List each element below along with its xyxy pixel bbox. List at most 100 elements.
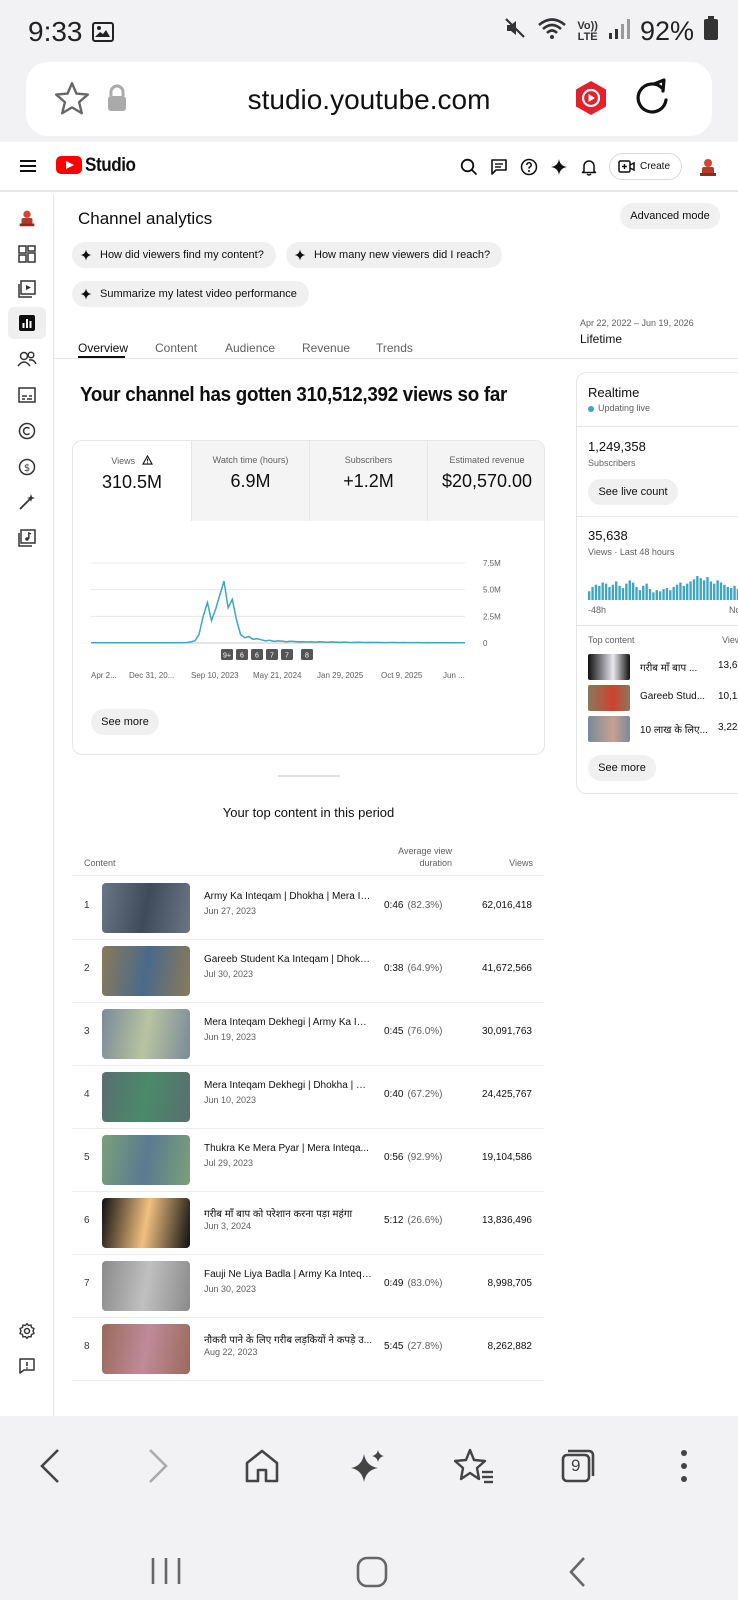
- table-row[interactable]: 2 Gareeb Student Ka Inteqam | Dhokh... Jul…: [72, 940, 544, 1003]
- video-title[interactable]: Army Ka Inteqam | Dhokha | Mera In...: [204, 891, 372, 902]
- date-range-selector[interactable]: Apr 22, 2022 – Jun 19, 2026 Lifetime: [580, 318, 738, 352]
- chip-new-viewers[interactable]: How many new viewers did I reach?: [286, 242, 503, 268]
- avg-view-duration: 0:49 (83.0%): [384, 1278, 442, 1289]
- avg-view-duration: 0:46 (82.3%): [384, 900, 442, 911]
- video-title[interactable]: Gareeb Student Ka Inteqam | Dhokh...: [204, 954, 372, 965]
- system-nav-bar: [0, 1516, 738, 1600]
- table-row[interactable]: 1 Army Ka Inteqam | Dhokha | Mera In... Ju…: [72, 877, 544, 940]
- feedback-icon[interactable]: [15, 1354, 39, 1378]
- help-icon[interactable]: [520, 158, 538, 181]
- youtube-logo-icon[interactable]: [56, 156, 82, 179]
- video-title[interactable]: Thukra Ke Mera Pyar | Mera Inteqa...: [204, 1143, 369, 1154]
- video-thumbnail[interactable]: [102, 1198, 190, 1248]
- copyright-icon[interactable]: [15, 419, 39, 443]
- analytics-icon[interactable]: [8, 307, 46, 339]
- metric-tabs-bg: [191, 441, 544, 521]
- video-thumbnail[interactable]: [102, 946, 190, 996]
- menu-icon[interactable]: [20, 159, 36, 178]
- video-thumbnail[interactable]: [102, 1324, 190, 1374]
- duration-value: 0:46: [384, 900, 404, 911]
- more-menu-icon[interactable]: [662, 1444, 706, 1488]
- realtime-top-content-item[interactable]: गरीब माँ बाप ... 13,67: [588, 654, 738, 680]
- sparkle-icon[interactable]: [550, 158, 568, 181]
- reload-icon[interactable]: [632, 76, 672, 125]
- realtime-bar: [665, 588, 669, 600]
- recent-apps-icon[interactable]: [150, 1556, 182, 1591]
- chip-viewers-find[interactable]: How did viewers find my content?: [72, 242, 276, 268]
- account-avatar[interactable]: [696, 155, 720, 179]
- bookmarks-icon[interactable]: [452, 1444, 496, 1488]
- see-live-count-button[interactable]: See live count: [588, 479, 678, 505]
- realtime-top-content-item[interactable]: Gareeb Stud... 10,10: [588, 685, 738, 711]
- search-icon[interactable]: [460, 158, 478, 181]
- video-title[interactable]: नौकरी पाने के लिए गरीब लड़कियों ने कपड़े…: [204, 1335, 372, 1346]
- duration-percent: (83.0%): [407, 1278, 443, 1289]
- home-button-icon[interactable]: [356, 1556, 388, 1593]
- home-icon[interactable]: [240, 1444, 284, 1488]
- customization-icon[interactable]: [15, 490, 39, 514]
- tab-count: 9: [571, 1456, 581, 1475]
- duration-value: 0:38: [384, 963, 404, 974]
- browser-url-bar[interactable]: studio.youtube.com: [26, 62, 712, 136]
- dashboard-icon[interactable]: [15, 242, 39, 266]
- video-thumbnail[interactable]: [102, 1072, 190, 1122]
- metric-subscribers[interactable]: Subscribers +1.2M: [309, 441, 427, 521]
- browser-toolbar: 9: [0, 1416, 738, 1516]
- metric-watch-time[interactable]: Watch time (hours) 6.9M: [191, 441, 309, 521]
- subtitles-icon[interactable]: [15, 383, 39, 407]
- community-icon[interactable]: [15, 347, 39, 371]
- tab-audience[interactable]: Audience: [225, 341, 276, 355]
- realtime-top-content-item[interactable]: 10 लाख के लिए... 3,22: [588, 716, 738, 742]
- duration-value: 5:12: [384, 1215, 404, 1226]
- advanced-mode-button[interactable]: Advanced mode: [620, 203, 720, 229]
- table-row[interactable]: 6 गरीब माँ बाप को परेशान करना पड़ा महंगा J…: [72, 1192, 544, 1255]
- back-icon[interactable]: [28, 1444, 72, 1488]
- video-thumbnail[interactable]: [102, 1135, 190, 1185]
- chip-summarize[interactable]: Summarize my latest video performance: [72, 281, 309, 307]
- notifications-bell-icon[interactable]: [580, 158, 598, 181]
- youtube-studio-app-icon[interactable]: [574, 80, 608, 121]
- realtime-subs-label: Subscribers: [588, 458, 636, 468]
- bookmark-star-icon[interactable]: [52, 80, 92, 123]
- video-title[interactable]: Mera Inteqam Dekhegi | Dhokha | Pr...: [204, 1080, 372, 1091]
- video-title[interactable]: गरीब माँ बाप को परेशान करना पड़ा महंगा: [204, 1209, 353, 1220]
- tabs-icon[interactable]: 9: [556, 1444, 600, 1488]
- video-thumbnail[interactable]: [102, 1009, 190, 1059]
- settings-icon[interactable]: [15, 1319, 39, 1343]
- table-row[interactable]: 7 Fauji Ne Liya Badla | Army Ka Inteqa...…: [72, 1255, 544, 1318]
- audio-library-icon[interactable]: [15, 526, 39, 550]
- comments-icon[interactable]: [490, 158, 508, 181]
- create-button[interactable]: Create: [609, 153, 682, 180]
- video-thumbnail[interactable]: [102, 1261, 190, 1311]
- content-icon[interactable]: [15, 277, 39, 301]
- metric-revenue[interactable]: Estimated revenue $20,570.00: [427, 441, 544, 521]
- studio-logo-text[interactable]: Studio: [85, 155, 136, 176]
- duration-value: 0:49: [384, 1278, 404, 1289]
- forward-icon[interactable]: [136, 1444, 180, 1488]
- earn-icon[interactable]: $: [15, 455, 39, 479]
- see-more-button[interactable]: See more: [91, 709, 159, 735]
- video-title[interactable]: Fauji Ne Liya Badla | Army Ka Inteqa...: [204, 1269, 372, 1280]
- duration-value: 0:56: [384, 1152, 404, 1163]
- see-more-realtime-button[interactable]: See more: [588, 755, 656, 781]
- realtime-views-value: 35,638: [588, 528, 628, 543]
- table-row[interactable]: 3 Mera Inteqam Dekhegi | Army Ka Int... Ju…: [72, 1003, 544, 1066]
- table-row[interactable]: 8 नौकरी पाने के लिए गरीब लड़कियों ने कपड़…: [72, 1318, 544, 1381]
- realtime-thumbnail: [588, 685, 630, 711]
- system-back-icon[interactable]: [568, 1556, 588, 1593]
- channel-avatar[interactable]: [15, 206, 39, 230]
- svg-text:7: 7: [270, 653, 274, 660]
- tab-revenue[interactable]: Revenue: [302, 341, 351, 355]
- table-row[interactable]: 5 Thukra Ke Mera Pyar | Mera Inteqa... Jul…: [72, 1129, 544, 1192]
- table-row[interactable]: 4 Mera Inteqam Dekhegi | Dhokha | Pr... Ju…: [72, 1066, 544, 1129]
- video-thumbnail[interactable]: [102, 883, 190, 933]
- tab-trends[interactable]: Trends: [376, 341, 413, 355]
- ai-sparkle-icon[interactable]: [346, 1444, 390, 1488]
- tab-content[interactable]: Content: [155, 341, 198, 355]
- video-title[interactable]: Mera Inteqam Dekhegi | Army Ka Int...: [204, 1017, 372, 1028]
- metric-views[interactable]: Views 310.5M: [73, 441, 191, 521]
- tab-overview[interactable]: Overview: [78, 341, 129, 355]
- url-text[interactable]: studio.youtube.com: [247, 84, 491, 115]
- realtime-bar: [716, 580, 719, 600]
- video-date: Jun 27, 2023: [204, 906, 257, 916]
